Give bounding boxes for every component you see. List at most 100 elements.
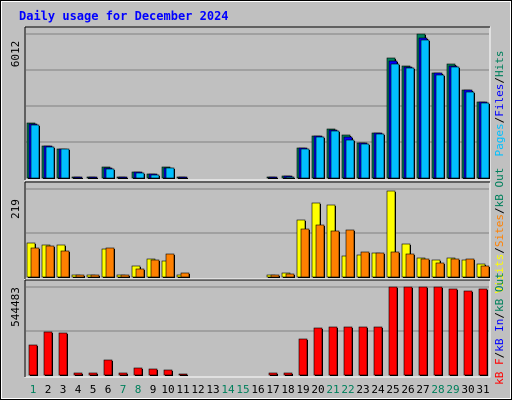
legend-item-1-5: Hits [493,51,506,78]
legend-item-2-2: / [493,247,506,254]
bar-kbf-day-26 [403,286,413,376]
bar-pages-day-26 [405,67,415,179]
legend-panel-3: kB F/kB In/kB Out [493,272,506,385]
bar-pages-day-6 [105,168,115,179]
bar-pages-day-9 [150,174,160,179]
y-max-label-panel-1: 6012 [9,41,22,68]
bar-pages-day-25 [390,63,400,179]
legend-item-1-2: / [493,117,506,124]
x-tick-label-8: 8 [135,383,142,396]
bar-sites-day-5 [90,274,100,278]
bar-sites-day-21 [330,230,340,278]
bar-pages-day-23 [360,143,370,179]
legend-item-3-4: / [493,312,506,319]
bar-pages-day-29 [450,66,460,179]
x-tick-label-2: 2 [45,383,52,396]
bar-kbf-day-21 [328,326,338,376]
bar-pages-day-30 [465,91,475,179]
x-tick-label-17: 17 [266,383,279,396]
bar-pages-day-19 [300,148,310,179]
y-max-label-panel-3: 544483 [9,287,22,327]
bar-kbf-day-20 [313,327,323,376]
x-tick-label-12: 12 [191,383,204,396]
legend-item-3-2: / [493,352,506,359]
x-tick-label-4: 4 [75,383,82,396]
x-tick-label-21: 21 [326,383,339,396]
bar-kbf-day-7 [118,372,128,376]
bar-kbf-day-3 [58,332,68,376]
chart-title: Daily usage for December 2024 [19,9,229,23]
bar-shadow-kbf-day-11 [180,375,188,376]
x-tick-label-7: 7 [120,383,127,396]
bar-pages-day-2 [45,146,55,179]
bar-kbf-day-9 [148,368,158,376]
chart-bars [26,33,490,376]
bar-kbf-day-27 [418,286,428,376]
bar-files-day-7 [118,176,128,179]
legend-item-3-3: kB In [493,319,506,352]
bar-kbf-day-5 [88,372,98,376]
bar-kbf-day-10 [163,369,173,376]
bar-pages-day-21 [330,130,340,179]
bar-sites-day-6 [105,247,115,278]
bar-pages-day-18 [285,176,295,179]
x-tick-label-11: 11 [176,383,189,396]
x-tick-label-31: 31 [476,383,489,396]
bar-pages-day-20 [315,136,325,179]
bar-sites-day-17 [270,274,280,278]
x-tick-label-10: 10 [161,383,174,396]
bar-sites-day-20 [315,224,325,278]
bar-pages-day-10 [165,167,175,179]
bar-sites-day-24 [375,252,385,278]
bar-kbf-day-2 [43,331,53,376]
bar-sites-day-1 [30,247,40,278]
bar-shadow-files-day-7 [120,178,128,179]
x-tick-label-20: 20 [311,383,324,396]
bar-kbf-day-17 [268,372,278,376]
bar-pages-day-22 [345,139,355,179]
bar-sites-day-7 [120,274,130,278]
bar-files-day-5 [88,176,98,179]
bar-sites-day-10 [165,253,175,278]
bar-shadow-pages-day-18 [287,178,295,179]
legend-item-1-3: Files [493,84,506,117]
legend-item-1-1: Pages [493,123,506,156]
bar-kbf-day-28 [433,286,443,376]
x-tick-label-27: 27 [416,383,429,396]
x-tick-label-30: 30 [461,383,474,396]
bar-pages-day-31 [480,102,490,179]
bar-files-day-4 [73,176,83,179]
x-tick-label-9: 9 [150,383,157,396]
bar-kbf-day-29 [448,288,458,376]
x-tick-label-6: 6 [105,383,112,396]
bar-kbf-day-30 [463,290,473,376]
bar-sites-day-11 [180,272,190,278]
x-tick-label-3: 3 [60,383,67,396]
bar-sites-day-29 [450,258,460,278]
bar-sites-day-19 [300,228,310,278]
x-tick-label-26: 26 [401,383,414,396]
x-tick-label-5: 5 [90,383,97,396]
bar-pages-day-8 [135,172,145,179]
x-tick-label-14: 14 [221,383,235,396]
bar-kbf-day-19 [298,338,308,376]
x-tick-label-19: 19 [296,383,309,396]
bar-kbf-day-1 [28,344,38,376]
bar-kbf-day-18 [283,372,293,376]
bar-sites-day-3 [60,250,70,278]
bar-files-day-11 [178,176,188,179]
bar-kbf-day-25 [388,286,398,376]
bar-sites-day-28 [435,262,445,278]
bar-sites-day-2 [45,245,55,278]
x-tick-label-23: 23 [356,383,369,396]
bar-kbf-day-11 [178,373,188,376]
x-tick-label-24: 24 [371,383,385,396]
legend-item-1-4: / [493,77,506,84]
legend-item-2-3: Sites [493,214,506,247]
bar-sites-day-18 [285,273,295,278]
bar-kbf-day-6 [103,359,113,376]
bar-kbf-day-4 [73,372,83,376]
bar-pages-day-1 [30,124,40,179]
bar-sites-day-22 [345,229,355,278]
